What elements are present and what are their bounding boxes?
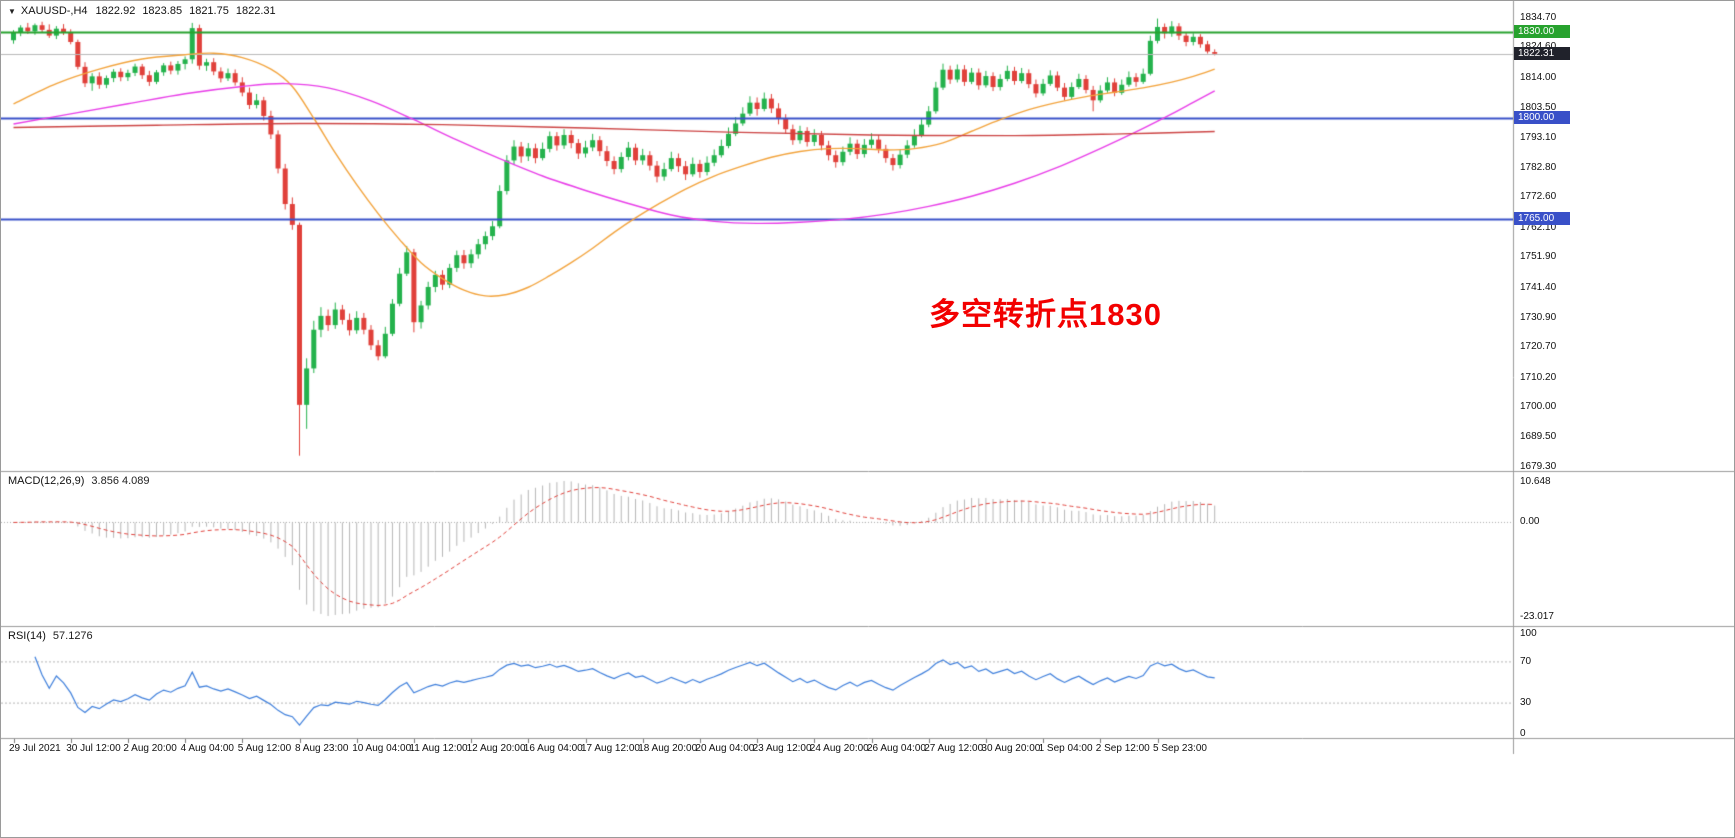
time-axis-label: 16 Aug 04:00 — [523, 743, 583, 754]
time-axis-label: 12 Aug 20:00 — [466, 743, 526, 754]
rsi-scale-label: 0 — [1520, 728, 1526, 739]
macd-scale-label: 10.648 — [1520, 476, 1551, 487]
time-axis-label: 23 Aug 12:00 — [752, 743, 812, 754]
time-axis-label: 30 Jul 12:00 — [66, 743, 121, 754]
time-axis-label: 30 Aug 20:00 — [981, 743, 1041, 754]
symbol-period-label: XAUUSD-,H4 — [20, 5, 88, 17]
time-axis-label: 1 Sep 04:00 — [1038, 743, 1093, 754]
rsi-scale-label: 70 — [1520, 655, 1532, 667]
price-scale-label: 1720.70 — [1520, 341, 1557, 353]
price-scale-label: 1689.50 — [1520, 431, 1557, 443]
chart-annotation-text[interactable]: 多空转折点1830 — [929, 297, 1162, 332]
price-scale-label: 1814.00 — [1520, 71, 1557, 83]
price-scale-label: 1730.90 — [1520, 311, 1557, 323]
price-scale-label: 1782.80 — [1520, 161, 1557, 173]
price-scale-label: 1803.50 — [1520, 102, 1557, 114]
price-badge: 1800.00 — [1514, 111, 1570, 125]
time-axis-label: 5 Sep 23:00 — [1153, 743, 1207, 754]
price-scale-label: 1762.10 — [1520, 221, 1557, 233]
macd-scale-label: 0.00 — [1520, 516, 1540, 528]
price-badge: 1822.31 — [1514, 46, 1570, 60]
time-axis-label: 20 Aug 04:00 — [695, 743, 755, 754]
macd-values: 3.856 4.089 — [91, 475, 150, 487]
time-axis-label: 26 Aug 04:00 — [867, 743, 926, 754]
rsi-scale-label: 100 — [1520, 628, 1537, 639]
price-scale-label: 1772.60 — [1520, 191, 1557, 203]
price-scale-label: 1679.30 — [1520, 460, 1557, 472]
price-scale-label: 1751.90 — [1520, 251, 1557, 263]
time-axis-label: 2 Aug 20:00 — [123, 743, 177, 754]
time-axis-label: 18 Aug 20:00 — [638, 743, 698, 754]
time-axis-label: 27 Aug 12:00 — [924, 743, 984, 754]
price-scale-label: 1824.60 — [1520, 41, 1556, 52]
price-scale-label: 1834.70 — [1520, 12, 1557, 23]
rsi-scale-label: 30 — [1520, 697, 1532, 709]
price-scale-label: 1710.20 — [1520, 371, 1557, 383]
time-axis-label: 8 Aug 23:00 — [295, 743, 349, 754]
time-axis-label: 24 Aug 20:00 — [809, 743, 869, 754]
bar-low-value: 1821.75 — [189, 5, 229, 17]
price-scale-label: 1793.10 — [1520, 132, 1557, 144]
rsi-panel-title: RSI(14) 57.1276 — [8, 630, 93, 642]
macd-scale-label: -23.017 — [1520, 611, 1554, 622]
bar-open-value: 1822.92 — [95, 5, 136, 17]
time-axis-label: 11 Aug 12:00 — [409, 743, 468, 754]
chevron-down-icon[interactable]: ▼ — [8, 6, 16, 16]
rsi-value: 57.1276 — [52, 630, 93, 642]
rsi-label: RSI(14) — [8, 630, 46, 642]
time-axis-label: 2 Sep 12:00 — [1095, 743, 1150, 754]
macd-label: MACD(12,26,9) — [8, 475, 85, 487]
time-axis-label: 5 Aug 12:00 — [237, 743, 292, 754]
symbol-info-b​ar: ▼ XAUUSD-,H4 1822.92 1823.85 1821.75 182… — [8, 5, 283, 17]
time-axis-label: 10 Aug 04:00 — [352, 743, 412, 754]
bar-high-value: 1823.85 — [142, 5, 183, 17]
macd-panel-title: MACD(12,26,9) 3.856 4.089 — [8, 475, 150, 487]
time-axis-label: 17 Aug 12:00 — [581, 743, 640, 754]
price-badge: 1830.00 — [1514, 24, 1570, 38]
bar-close-value: 1822.31 — [235, 5, 276, 17]
price-scale-label: 1741.40 — [1520, 281, 1557, 293]
price-badge: 1765.00 — [1514, 212, 1570, 226]
time-axis-label: 4 Aug 04:00 — [180, 743, 234, 754]
time-axis-label: 29 Jul 2021 — [9, 743, 61, 754]
price-scale-label: 1700.00 — [1520, 401, 1557, 413]
